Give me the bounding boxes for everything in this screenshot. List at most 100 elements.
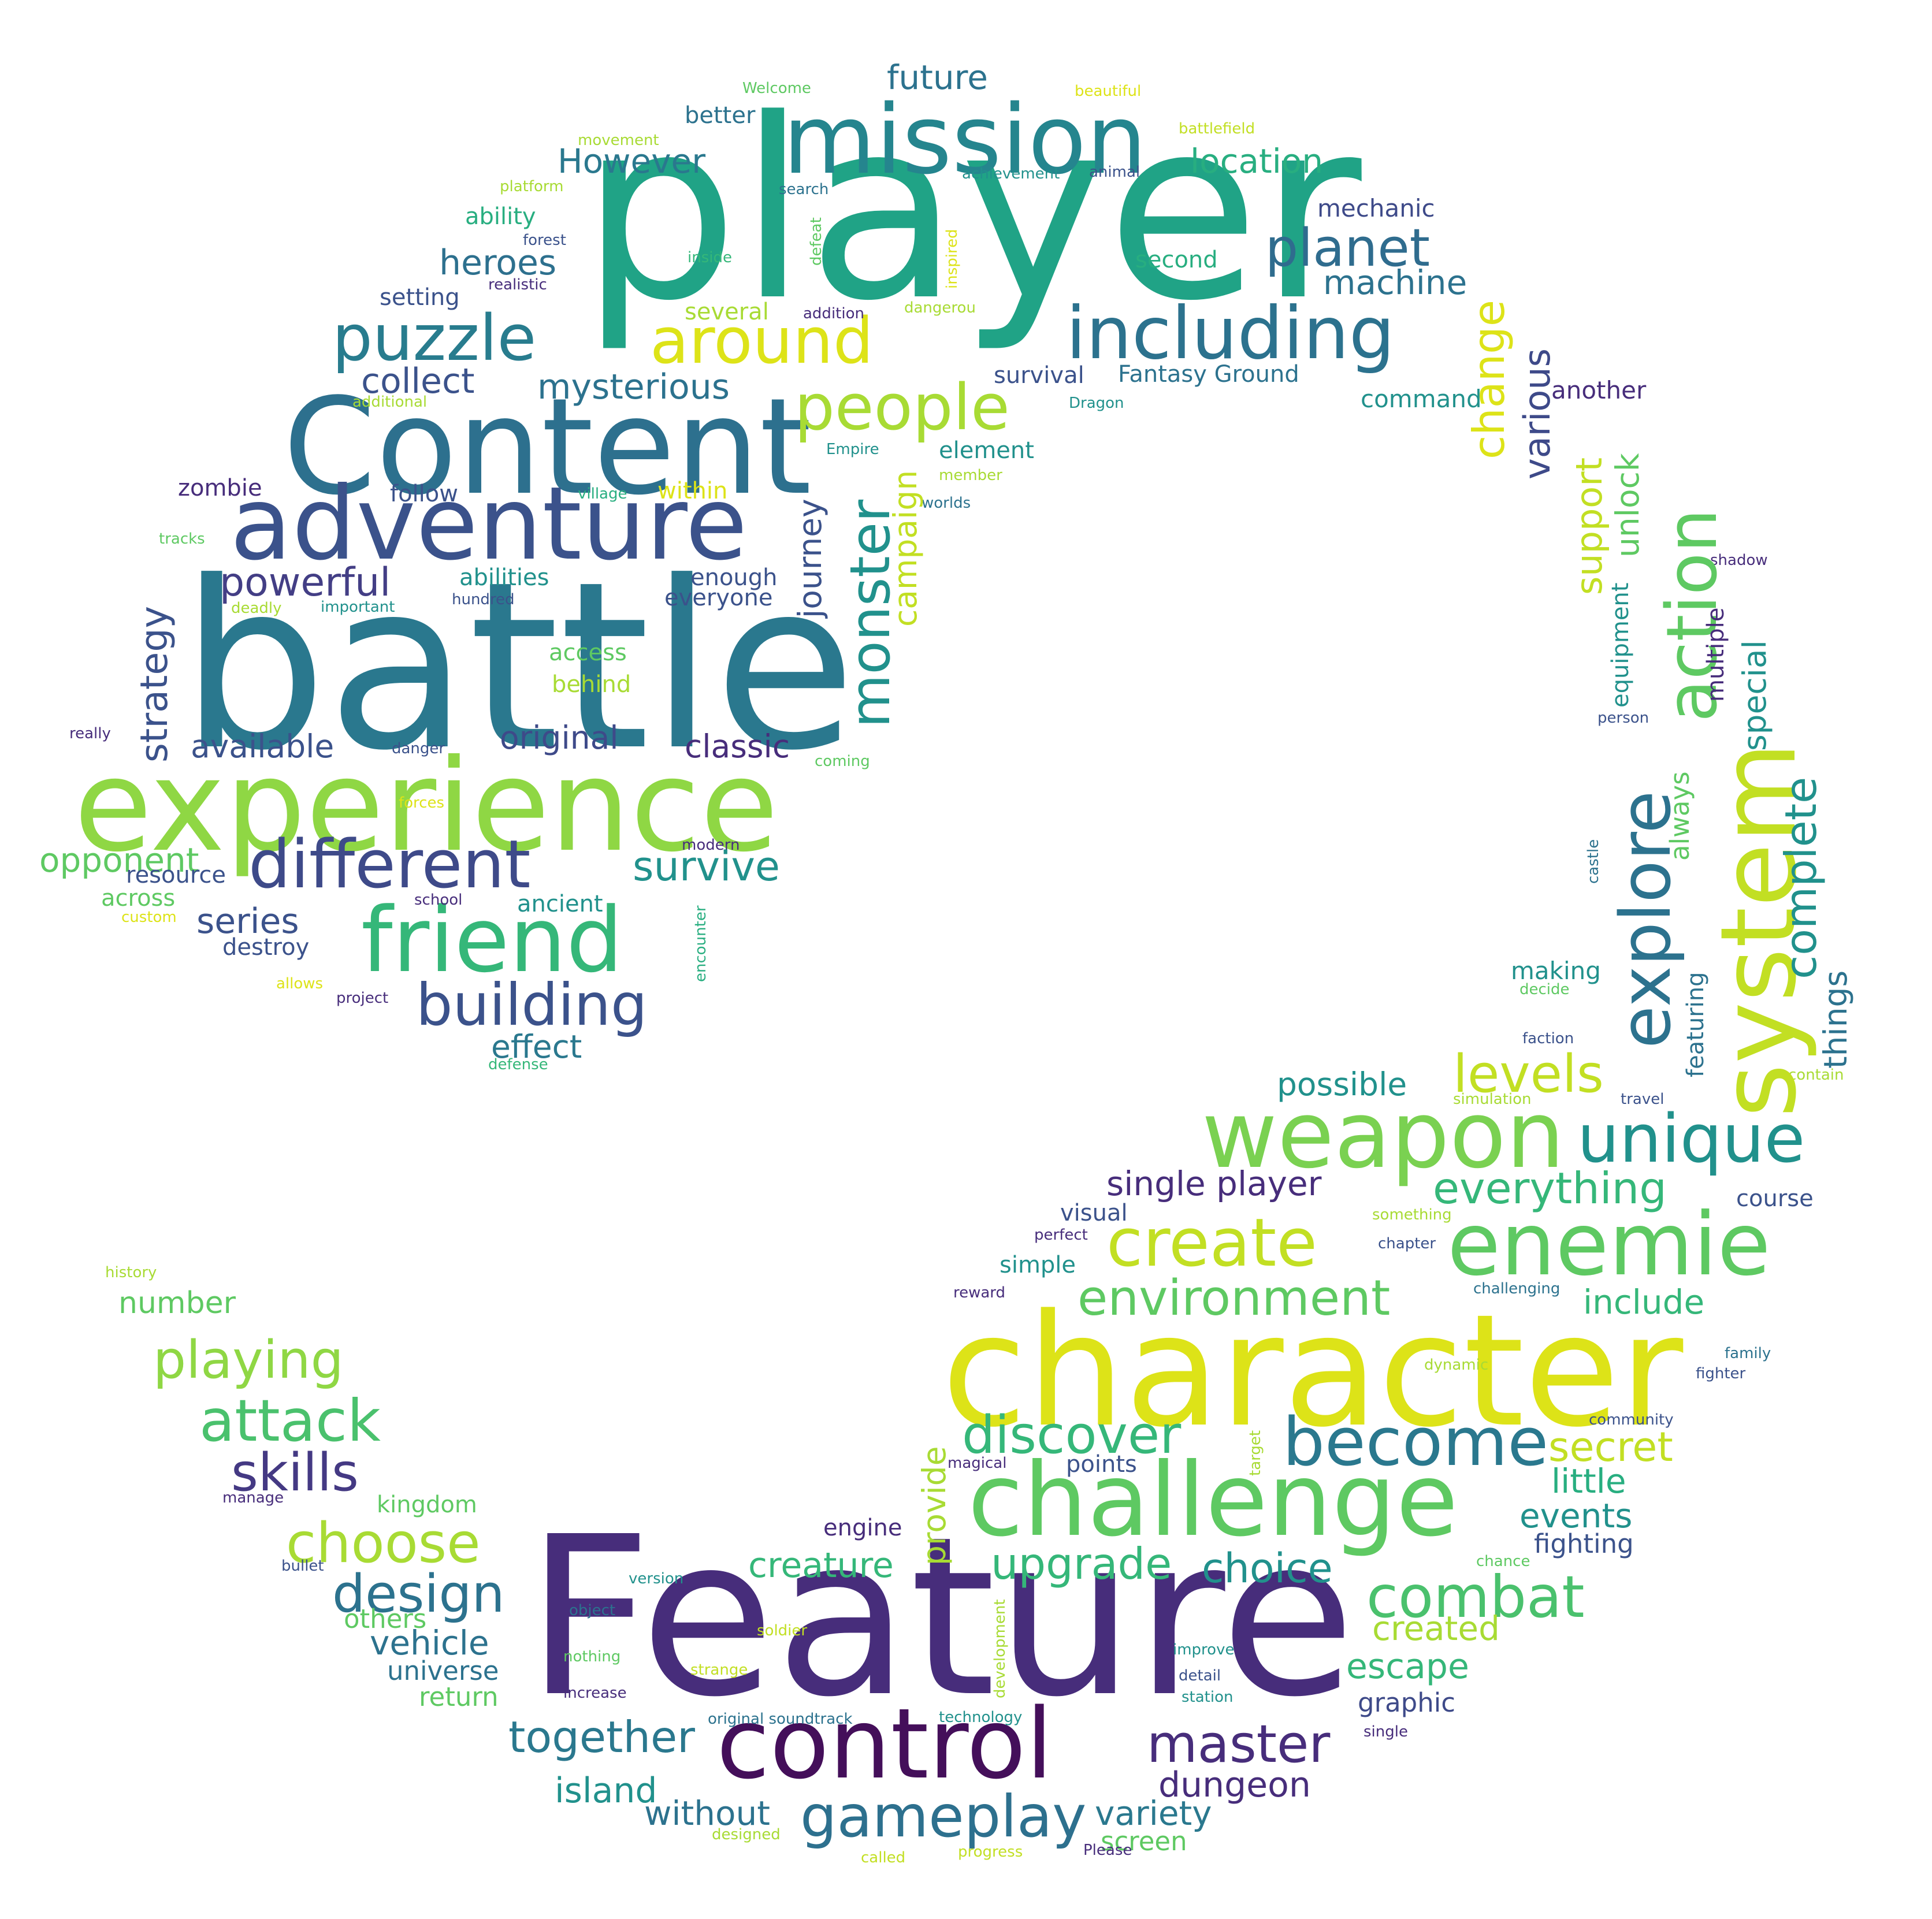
word-equipment: equipment: [1607, 582, 1634, 708]
word-travel: travel: [1621, 1091, 1665, 1108]
word-battle: battle: [180, 533, 856, 801]
word-attack: attack: [199, 1387, 381, 1455]
word-effect: effect: [491, 1028, 582, 1065]
word-points: points: [1066, 1451, 1137, 1478]
word-battlefield: battlefield: [1179, 120, 1255, 137]
word-including: including: [1066, 292, 1395, 375]
word-castle: castle: [1585, 839, 1602, 884]
word-fighting: fighting: [1534, 1528, 1634, 1559]
word-project: project: [336, 990, 389, 1007]
word-challenge: challenge: [968, 1442, 1458, 1559]
word-encounter: encounter: [692, 905, 709, 982]
word-family: family: [1725, 1345, 1771, 1362]
word-allows: allows: [276, 975, 324, 992]
word-complete: complete: [1775, 776, 1826, 979]
word-escape: escape: [1346, 1646, 1469, 1687]
word-number: number: [118, 1286, 236, 1321]
word-include: include: [1583, 1282, 1705, 1322]
word-without: without: [644, 1794, 771, 1833]
word-resource: resource: [126, 862, 226, 888]
word-skills: skills: [231, 1442, 359, 1503]
word-friend: friend: [361, 888, 623, 992]
word-coming: coming: [815, 753, 870, 770]
word-universe: universe: [387, 1656, 499, 1686]
word-little: little: [1551, 1461, 1626, 1501]
word-shadow: shadow: [1710, 552, 1768, 569]
word-screen: screen: [1101, 1826, 1187, 1857]
word-additional: additional: [352, 393, 428, 411]
word-bullet: bullet: [281, 1557, 324, 1575]
word-others: others: [344, 1604, 427, 1634]
word-fantasy-ground: Fantasy Ground: [1118, 361, 1299, 388]
word-ancient: ancient: [517, 891, 603, 917]
word-target: target: [1247, 1430, 1264, 1476]
word-everything: everything: [1433, 1163, 1667, 1214]
word-series: series: [196, 901, 299, 942]
word-around: around: [650, 304, 874, 378]
word-various: various: [1516, 348, 1558, 479]
word-multiple: multiple: [1703, 607, 1729, 702]
word-platform: platform: [500, 178, 564, 195]
word-however: However: [558, 142, 706, 181]
word-enemie: enemie: [1447, 1195, 1771, 1295]
word-designed: designed: [712, 1826, 781, 1843]
word-unique: unique: [1577, 1100, 1805, 1178]
word-choice: choice: [1202, 1545, 1333, 1592]
word-command: command: [1361, 385, 1482, 413]
word-faction: faction: [1522, 1030, 1574, 1047]
word-soldier: soldier: [757, 1622, 808, 1639]
word-available: available: [191, 728, 335, 765]
word-create: create: [1106, 1204, 1318, 1282]
word-chapter: chapter: [1378, 1235, 1436, 1252]
word-location: location: [1190, 142, 1324, 181]
word-adventure: adventure: [230, 466, 748, 583]
word-person: person: [1597, 709, 1649, 727]
word-people: people: [794, 370, 1010, 444]
word-village: village: [578, 485, 627, 503]
word-levels: levels: [1453, 1044, 1604, 1104]
word-everyone: everyone: [664, 585, 773, 611]
word-mission: mission: [783, 84, 1147, 195]
word-defeat: defeat: [808, 217, 825, 266]
word-single-player: single player: [1106, 1164, 1322, 1203]
word-course: course: [1736, 1185, 1814, 1212]
word-custom: custom: [121, 909, 177, 926]
word-development: development: [991, 1599, 1009, 1698]
word-combat: combat: [1366, 1563, 1585, 1631]
word-progress: progress: [958, 1843, 1023, 1861]
word-original: original: [500, 719, 619, 756]
word-challenging: challenging: [1473, 1280, 1561, 1297]
word-another: another: [1551, 376, 1647, 404]
word-improve: improve: [1173, 1641, 1235, 1658]
word-choose: choose: [286, 1512, 481, 1575]
word-element: element: [939, 437, 1034, 464]
word-better: better: [685, 102, 756, 129]
word-setting: setting: [380, 284, 460, 311]
word-search: search: [779, 181, 829, 198]
word-technology: technology: [939, 1709, 1023, 1726]
word-making: making: [1511, 957, 1601, 985]
word-contain: contain: [1788, 1066, 1844, 1084]
word-journey: journey: [792, 499, 828, 618]
word-powerful: powerful: [220, 560, 391, 605]
word-please: Please: [1083, 1842, 1132, 1859]
word-community: community: [1589, 1411, 1674, 1429]
word-object: object: [569, 1602, 616, 1619]
word-enough: enough: [690, 564, 778, 591]
word-school: school: [414, 891, 463, 909]
word-zombie: zombie: [178, 475, 262, 501]
word-forces: forces: [399, 794, 445, 812]
word-realistic: realistic: [488, 276, 547, 293]
word-special: special: [1736, 640, 1773, 751]
word-deadly: deadly: [231, 600, 282, 617]
word-feature: Feature: [526, 1489, 1355, 1745]
word-decide: decide: [1519, 981, 1570, 998]
word-empire: Empire: [826, 441, 879, 458]
word-island: island: [555, 1771, 657, 1811]
word-events: events: [1519, 1496, 1633, 1535]
word-design: design: [332, 1564, 505, 1624]
word-abilities: abilities: [459, 564, 549, 591]
word-really: really: [69, 725, 111, 742]
word-second: second: [1135, 247, 1218, 273]
